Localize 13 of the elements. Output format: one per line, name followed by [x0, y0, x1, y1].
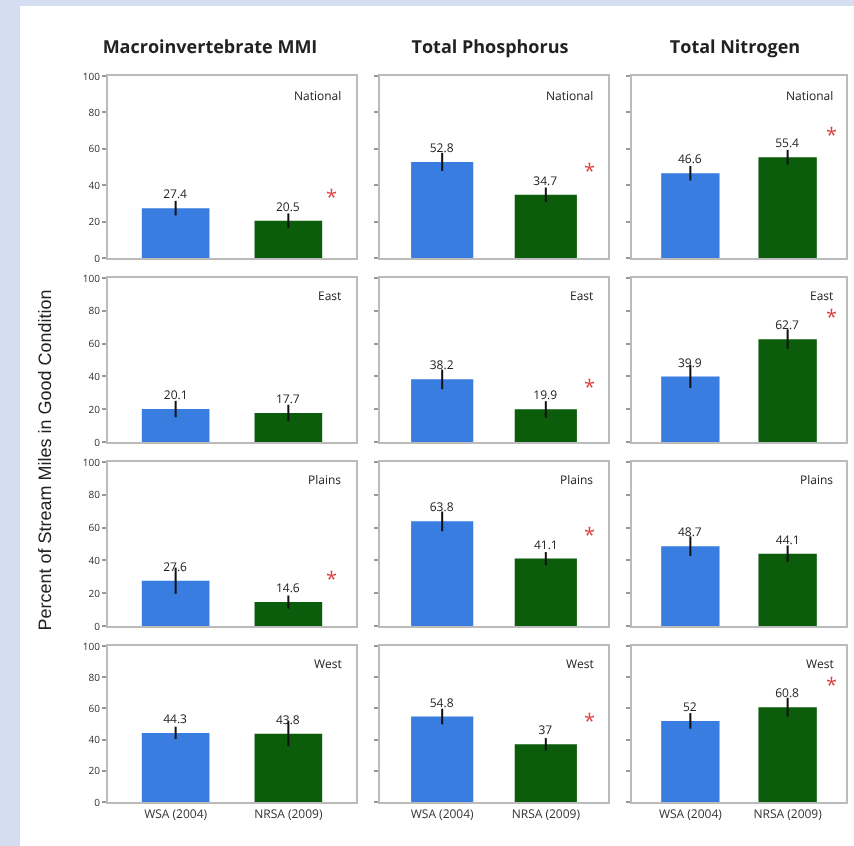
y-axis-title: Percent of Stream Miles in Good Condition — [34, 289, 54, 631]
annotation: * — [584, 520, 596, 548]
annotation: * — [826, 302, 838, 330]
annotation: * — [326, 564, 338, 592]
annotation: * — [826, 120, 838, 148]
annotation: * — [584, 706, 596, 734]
annotation: * — [584, 156, 596, 184]
chart-title: Total Phosphorus — [411, 32, 570, 59]
annotation: * — [326, 182, 338, 210]
chart-title: Macroinvertebrate MMI — [102, 32, 318, 59]
annotation: * — [584, 372, 596, 400]
chart-title: Total Nitrogen — [669, 32, 801, 59]
annotation: * — [826, 670, 838, 698]
